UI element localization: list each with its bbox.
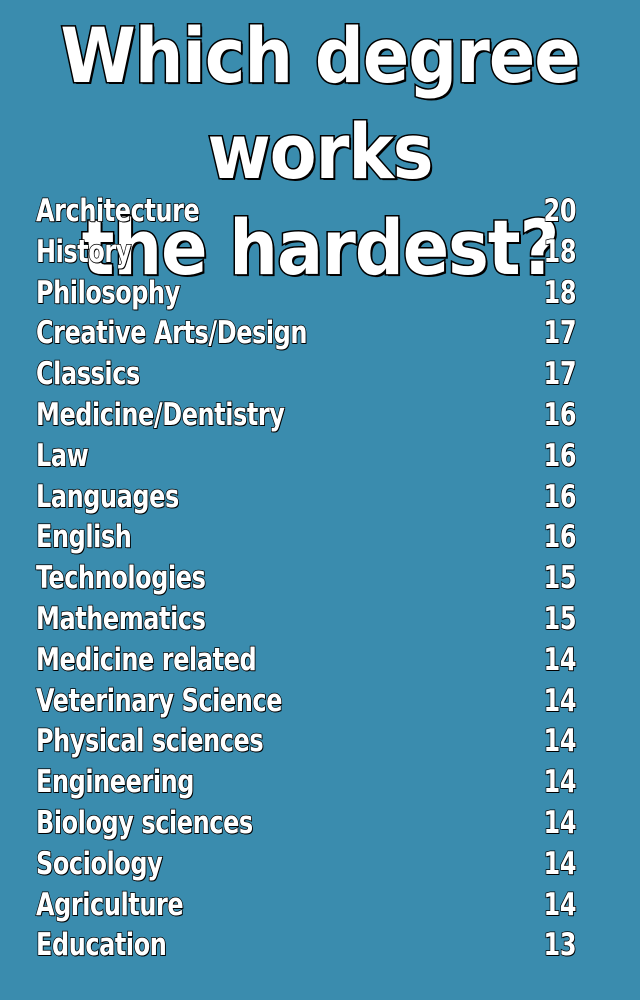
title-line-2: the hardest?	[80, 202, 561, 294]
list-item: Architecture 20	[35, 191, 577, 232]
degree-name: Medicine/Dentistry	[35, 396, 285, 433]
degree-name: Medicine related	[35, 641, 257, 678]
degree-score: 17	[543, 315, 577, 352]
degree-name: Law	[35, 437, 89, 474]
degree-score: 16	[543, 437, 577, 474]
degree-name: Creative Arts/Design	[35, 315, 308, 352]
degree-score: 14	[543, 804, 577, 841]
degree-name: Classics	[35, 355, 141, 393]
degree-name: Veterinary Science	[35, 682, 283, 719]
list-item: Physical sciences 14	[35, 721, 577, 762]
degree-score: 14	[543, 763, 577, 801]
list-item: Law 16	[35, 436, 577, 477]
degree-name: Languages	[35, 478, 180, 515]
list-item: Engineering 14	[35, 762, 577, 803]
list-item: Technologies 15	[35, 558, 577, 599]
degree-name: Philosophy	[35, 274, 181, 311]
degree-name: Agriculture	[35, 886, 184, 923]
degree-score: 20	[543, 192, 577, 229]
degree-ranking-list: Architecture 20 History 18 Philosophy 18 Creat…	[35, 191, 577, 966]
degree-score: 18	[543, 233, 577, 270]
list-item: Languages 16	[35, 477, 577, 518]
degree-name: Education	[35, 927, 167, 964]
degree-score: 14	[543, 641, 577, 678]
list-item: English 16	[35, 517, 577, 558]
degree-name: Mathematics	[35, 600, 206, 637]
list-item: Biology sciences 14	[35, 803, 577, 844]
degree-score: 16	[543, 519, 577, 556]
degree-name: Architecture	[35, 192, 200, 229]
list-item: Veterinary Science 14	[35, 681, 577, 722]
page-title: Which degree works the hardest?	[0, 8, 640, 296]
degree-score: 17	[543, 355, 577, 393]
degree-name: Technologies	[35, 559, 206, 597]
list-item: Medicine related 14	[35, 640, 577, 681]
degree-name: Biology sciences	[35, 804, 253, 841]
title-line-1: Which degree works	[59, 10, 582, 198]
list-item: Mathematics 15	[35, 599, 577, 640]
degree-name: History	[35, 233, 132, 270]
list-item: Philosophy 18	[35, 273, 577, 314]
degree-name: Sociology	[35, 845, 163, 882]
list-item: Sociology 14	[35, 844, 577, 885]
list-item: Classics 17	[35, 354, 577, 395]
list-item: Education 13	[35, 925, 577, 966]
degree-score: 14	[543, 886, 577, 923]
list-item: Agriculture 14	[35, 885, 577, 926]
degree-score: 18	[543, 274, 577, 311]
degree-score: 13	[543, 927, 577, 964]
degree-score: 14	[543, 845, 577, 882]
list-item: Medicine/Dentistry 16	[35, 395, 577, 436]
degree-name: Engineering	[35, 763, 195, 801]
list-item: Creative Arts/Design 17	[35, 313, 577, 354]
degree-score: 15	[543, 559, 577, 597]
list-item: History 18	[35, 232, 577, 273]
degree-name: Physical sciences	[35, 723, 264, 760]
degree-score: 16	[543, 478, 577, 515]
degree-score: 15	[543, 600, 577, 637]
degree-name: English	[35, 519, 132, 556]
degree-score: 16	[543, 396, 577, 433]
degree-score: 14	[543, 723, 577, 760]
degree-score: 14	[543, 682, 577, 719]
